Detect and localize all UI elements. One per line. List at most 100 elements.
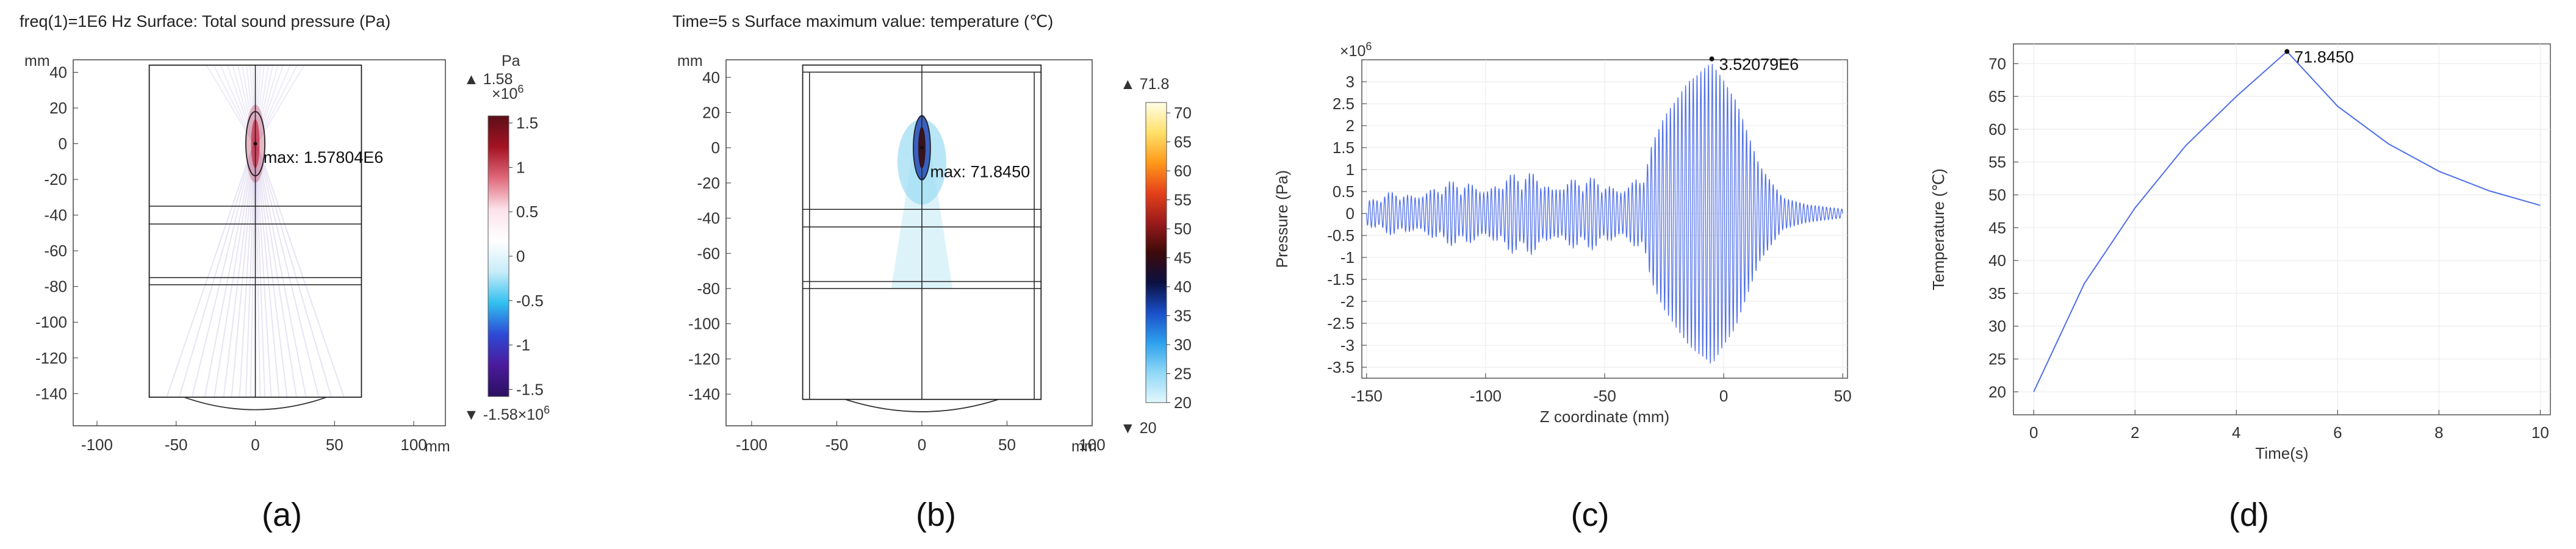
y-tick-label: 35	[1988, 284, 2006, 303]
y-tick-label: -3	[1340, 336, 1355, 354]
y-tick-label: 0	[59, 135, 67, 153]
beam-ray-far	[206, 65, 254, 145]
plot-frame	[2013, 43, 2551, 415]
x-tick-label: -100	[736, 436, 768, 454]
colorbar-tick-label: 60	[1174, 162, 1192, 180]
beam-ray	[178, 143, 255, 398]
beam-ray	[255, 143, 288, 398]
y-tick-label: 40	[1988, 251, 2006, 270]
peak-marker	[1709, 56, 1714, 62]
x-tick-label: 100	[1079, 436, 1105, 454]
colorbar-tick-label: -1	[516, 336, 530, 354]
x-tick-label: 50	[1834, 387, 1852, 405]
colorbar-tick-label: 55	[1174, 191, 1192, 209]
y-tick-label: -20	[697, 174, 720, 192]
y-scale-label-mult: ×10	[1340, 43, 1365, 60]
y-tick-label: -1.5	[1327, 270, 1355, 289]
panel-label-b: (b)	[916, 497, 956, 533]
beam-ray	[191, 143, 255, 398]
beam-ray	[250, 143, 256, 398]
focal-ellipse	[913, 115, 931, 181]
x-unit-label: mm	[425, 438, 450, 455]
colorbar-min-label: ▼ -1.58×106	[464, 404, 550, 423]
beam-ray	[166, 143, 254, 398]
series-line	[1366, 63, 1843, 364]
beam-ray-far	[256, 65, 305, 145]
y-tick-label: 40	[702, 68, 720, 87]
colorbar-tick-label: -0.5	[516, 292, 544, 310]
beam-ray	[256, 143, 345, 398]
y-tick-label: 60	[1988, 120, 2006, 138]
y-tick-label: 1.5	[1333, 138, 1355, 157]
y-tick-label: 20	[1988, 382, 2006, 401]
colorbar-tick-label: 70	[1174, 104, 1192, 122]
beam-ray-far	[226, 65, 255, 144]
colorbar-tick-label: 20	[1174, 393, 1192, 412]
colorbar-tick-label: 30	[1174, 336, 1192, 354]
x-tick-label: 50	[998, 436, 1016, 454]
colorbar-scale: ×106	[492, 83, 523, 102]
x-tick-label: 4	[2232, 423, 2240, 442]
y-tick-label: -140	[688, 385, 720, 403]
y-tick-label: 40	[49, 63, 67, 81]
y-tick-label: -2.5	[1327, 314, 1355, 332]
colorbar-tick-label: 0	[516, 247, 525, 265]
y-tick-label: -120	[35, 349, 67, 367]
beam-ray	[223, 143, 256, 398]
colorbar-tick-label: -1.5	[516, 380, 544, 398]
y-tick-label: -80	[697, 279, 720, 298]
y-scale-label: ×106	[1340, 40, 1372, 60]
colorbar-tick-label: 1	[516, 158, 525, 176]
y-tick-label: 50	[1988, 186, 2006, 204]
beam-ray	[254, 143, 266, 398]
plot-title: Time=5 s Surface maximum value: temperat…	[672, 12, 1053, 30]
y-tick-label: -0.5	[1327, 226, 1355, 245]
panel-label-d: (d)	[2229, 497, 2269, 533]
y-tick-label: -100	[688, 315, 720, 333]
beam-ray-far	[220, 65, 255, 144]
y-tick-label: -1	[1340, 248, 1355, 267]
y-tick-label: 0	[1346, 204, 1355, 223]
max-annotation: max: 71.8450	[930, 163, 1031, 181]
beam-ray	[256, 143, 307, 398]
x-tick-label: 0	[251, 436, 259, 454]
y-unit-label: mm	[677, 52, 703, 70]
transducer-arc	[184, 396, 327, 411]
x-tick-label: 0	[918, 436, 926, 454]
panel-d: 0 2 4 6 8 10 20 25 30 35 40 45 50 55 60 65 70 Time(s) Temp…	[1929, 43, 2551, 462]
y-axis-label: Temperature (℃)	[1929, 168, 1948, 290]
panel-a: freq(1)=1E6 Hz Surface: Total sound pres…	[20, 12, 550, 455]
x-tick-label: 0	[1719, 387, 1728, 405]
y-tick-label: -80	[44, 278, 67, 296]
peak-annotation: 71.8450	[2294, 48, 2354, 66]
panel-label-a: (a)	[262, 497, 302, 533]
max-annotation: max: 1.57804E6	[264, 148, 384, 167]
x-tick-label: -100	[1470, 387, 1502, 405]
plot-frame	[725, 59, 1093, 426]
y-axis-label: Pressure (Pa)	[1273, 170, 1291, 268]
y-scale-label-exp: 6	[1365, 40, 1372, 52]
y-tick-label: 30	[1988, 317, 2006, 336]
y-tick-label: 20	[49, 99, 67, 117]
y-tick-label: -120	[688, 350, 720, 368]
colorbar-max-label: ▲ 71.8	[1120, 76, 1169, 93]
x-axis-label: Time(s)	[2255, 444, 2308, 462]
x-tick-label: -150	[1351, 387, 1383, 405]
colorbar-tick-label: 1.5	[516, 114, 538, 132]
x-tick-label: -100	[81, 436, 113, 454]
y-tick-label: -40	[697, 209, 720, 228]
y-tick-label: 25	[1988, 350, 2006, 368]
colorbar-tick-label: 40	[1174, 278, 1192, 296]
panel-label-c: (c)	[1571, 497, 1610, 533]
y-tick-label: 55	[1988, 153, 2006, 171]
colorbar-min-label: ▼ 20	[1120, 420, 1157, 437]
y-tick-label: 65	[1988, 87, 2006, 106]
x-tick-label: -50	[826, 436, 849, 454]
x-tick-label: -50	[165, 436, 188, 454]
y-tick-label: 20	[702, 104, 720, 122]
y-tick-label: -140	[35, 384, 67, 403]
beam-ray	[204, 143, 255, 398]
x-unit-label: mm	[1071, 438, 1097, 455]
beam-ray	[256, 143, 333, 398]
